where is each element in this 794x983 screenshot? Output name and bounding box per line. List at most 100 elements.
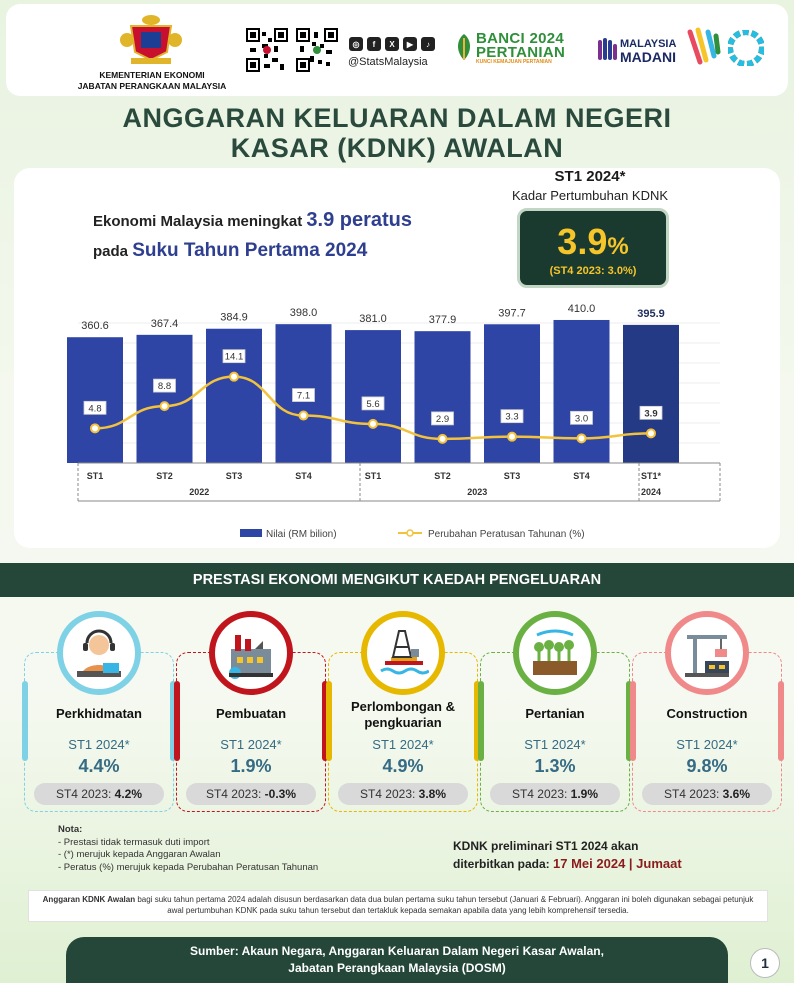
instagram-icon[interactable]: ◎ bbox=[349, 37, 363, 51]
sector-growth-value: 4.4% bbox=[78, 756, 120, 776]
ekonomi-madani-icon bbox=[687, 27, 721, 65]
release-info: KDNK preliminari ST1 2024 akan diterbitk… bbox=[453, 839, 682, 871]
qr-code-icon[interactable] bbox=[296, 28, 338, 72]
sector-name: Pembuatan bbox=[215, 706, 287, 721]
sector-name: Perlombongan & pengkuarian bbox=[350, 699, 455, 730]
gdp-growth-previous: (ST4 2023: 3.0%) bbox=[549, 265, 637, 277]
gdp-chart: 360.6 ST1 367.4 ST2 384.9 ST3 398.0 ST4 381.0 ST1… bbox=[67, 303, 721, 540]
gdp-growth-highlight: 3.9% (ST4 2023: 3.0%) bbox=[517, 208, 669, 288]
facebook-icon[interactable]: f bbox=[367, 37, 381, 51]
sdg-wheel-icon bbox=[728, 30, 764, 66]
growth-value-label: 8.8 bbox=[158, 381, 171, 392]
sector-period: ST1 2024* bbox=[676, 737, 738, 752]
growth-value-label: 3.3 bbox=[505, 412, 518, 423]
growth-point bbox=[576, 433, 587, 444]
growth-point bbox=[507, 431, 517, 442]
growth-label-box bbox=[431, 411, 454, 426]
growth-label-box bbox=[639, 405, 663, 420]
bar bbox=[623, 324, 679, 463]
bar bbox=[484, 324, 540, 463]
legend-line-label: Perubahan Peratusan Tahunan (%) bbox=[428, 529, 585, 540]
growth-label-box bbox=[83, 400, 107, 415]
note-item: - Peratus (%) merujuk kepada Perubahan P… bbox=[58, 861, 319, 873]
card-accent-bar bbox=[478, 681, 484, 761]
x-twitter-icon[interactable]: X bbox=[385, 37, 399, 51]
growth-point bbox=[298, 410, 309, 421]
sector-previous-label: ST4 2023: bbox=[55, 787, 115, 801]
sector-period: ST1 2024* bbox=[68, 737, 130, 752]
growth-point bbox=[437, 433, 448, 444]
category-tick-label: ST1 bbox=[87, 471, 104, 481]
bar bbox=[136, 334, 193, 463]
madani-hand-icon bbox=[598, 38, 617, 60]
category-tick-label: ST2 bbox=[434, 471, 451, 481]
oil-rig-icon bbox=[361, 611, 445, 695]
page-number: 1 bbox=[750, 948, 780, 978]
sector-period: ST1 2024* bbox=[220, 737, 282, 752]
sector-previous-value: 3.6% bbox=[722, 787, 751, 801]
category-tick-label: ST3 bbox=[504, 471, 521, 481]
sector-previous-label: ST4 2023: bbox=[205, 787, 265, 801]
sector-previous-badge: ST4 2023: 3.8% bbox=[338, 783, 468, 805]
card-accent-bar bbox=[170, 681, 176, 761]
growth-point bbox=[159, 401, 170, 412]
growth-point bbox=[229, 371, 239, 382]
youtube-icon[interactable]: ▶ bbox=[403, 37, 417, 51]
header-bar: KEMENTERIAN EKONOMI JABATAN PERANGKAAN M… bbox=[6, 4, 788, 96]
sector-previous-badge: ST4 2023: 4.2% bbox=[34, 783, 164, 805]
growth-value-label: 3.9 bbox=[644, 408, 657, 419]
growth-label-box bbox=[570, 410, 593, 425]
growth-line bbox=[94, 375, 652, 441]
card-accent-bar bbox=[22, 681, 28, 761]
sector-previous-label: ST4 2023: bbox=[359, 787, 419, 801]
legend-bar-label: Nilai (RM bilion) bbox=[266, 529, 337, 540]
highlight-label: Kadar Pertumbuhan KDNK bbox=[511, 188, 669, 203]
sector-previous-label: ST4 2023: bbox=[663, 787, 723, 801]
growth-value-label: 4.8 bbox=[88, 403, 101, 414]
headline: Ekonomi Malaysia meningkat 3.9 peratus p… bbox=[93, 209, 413, 261]
crane-icon bbox=[665, 611, 749, 695]
card-accent-bar bbox=[778, 681, 784, 761]
category-tick-label: ST2 bbox=[156, 471, 173, 481]
sector-name: Construction bbox=[666, 706, 748, 721]
sector-period: ST1 2024* bbox=[524, 737, 586, 752]
note-item: - (*) merujuk kepada Anggaran Awalan bbox=[58, 849, 221, 860]
card-accent-bar bbox=[174, 681, 180, 761]
growth-value-label: 5.6 bbox=[366, 399, 379, 410]
growth-label-box bbox=[361, 396, 385, 411]
bar-value-label: 397.7 bbox=[498, 307, 526, 319]
highlight-period: ST1 2024* bbox=[554, 168, 626, 185]
qr-code-icon[interactable] bbox=[246, 28, 288, 72]
category-tick-label: ST3 bbox=[226, 471, 243, 481]
category-tick-label: ST4 bbox=[573, 471, 590, 481]
bar bbox=[67, 337, 123, 463]
card-accent-bar bbox=[630, 681, 636, 761]
growth-value-label: 14.1 bbox=[225, 352, 244, 363]
category-tick-label: ST4 bbox=[295, 471, 312, 481]
growth-label-box bbox=[153, 378, 176, 393]
source-footer: Sumber: Akaun Negara, Anggaran Keluaran … bbox=[66, 937, 728, 983]
sector-previous-badge: ST4 2023: 3.6% bbox=[642, 783, 772, 805]
year-label: 2023 bbox=[467, 487, 487, 497]
growth-label-box bbox=[222, 349, 246, 364]
section-header: PRESTASI EKONOMI MENGIKUT KAEDAH PENGELU… bbox=[0, 563, 794, 597]
bar-value-label: 395.9 bbox=[637, 308, 665, 320]
sector-previous-badge: ST4 2023: -0.3% bbox=[186, 783, 316, 805]
ministry-name: KEMENTERIAN EKONOMI JABATAN PERANGKAAN M… bbox=[77, 70, 227, 91]
card-accent-bar bbox=[326, 681, 332, 761]
legend-line-marker bbox=[406, 529, 414, 537]
category-tick-label: ST1* bbox=[641, 471, 662, 481]
sector-growth-value: 9.8% bbox=[686, 756, 728, 776]
sector-growth-value: 4.9% bbox=[382, 756, 424, 776]
sector-previous-label: ST4 2023: bbox=[511, 787, 571, 801]
growth-value-label: 7.1 bbox=[297, 391, 310, 402]
year-label: 2022 bbox=[189, 487, 209, 497]
social-handle[interactable]: @StatsMalaysia bbox=[348, 56, 428, 68]
bar-value-label: 410.0 bbox=[568, 303, 596, 315]
sector-previous-value: 3.8% bbox=[418, 787, 447, 801]
page-title: ANGGARAN KELUARAN DALAM NEGERI KASAR (KD… bbox=[122, 103, 672, 163]
bar-value-label: 398.0 bbox=[290, 307, 318, 319]
sector-name: Perkhidmatan bbox=[56, 706, 142, 721]
tiktok-icon[interactable]: ♪ bbox=[421, 37, 435, 51]
bar-value-label: 367.4 bbox=[151, 318, 179, 330]
